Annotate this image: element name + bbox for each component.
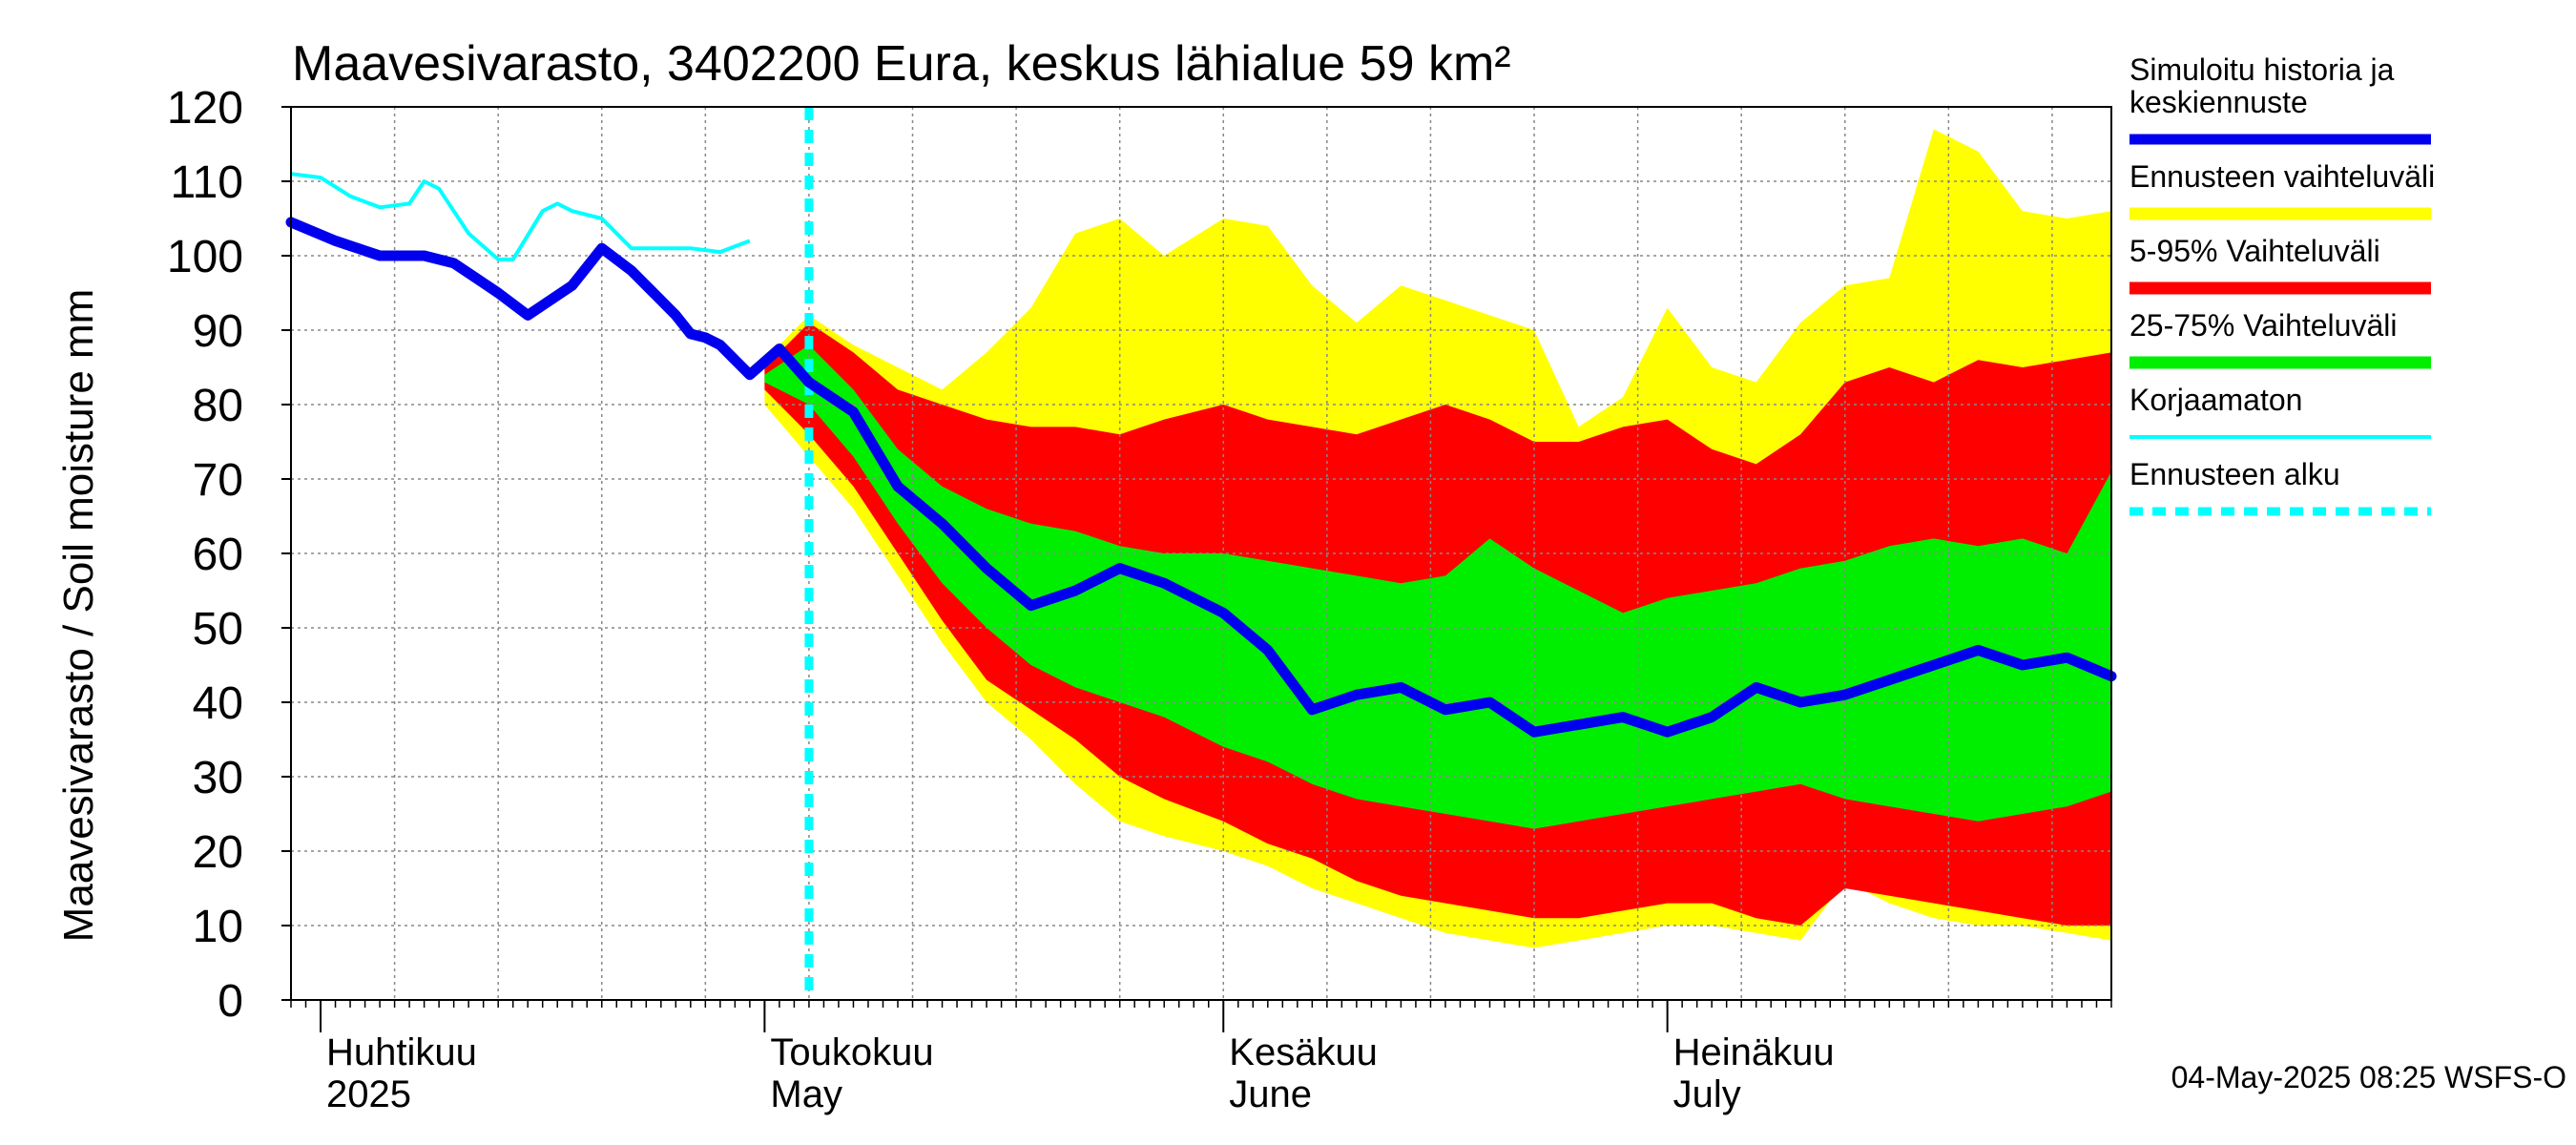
y-tick-label: 120: [167, 83, 243, 134]
y-tick-label: 40: [193, 678, 243, 729]
footer-timestamp: 04-May-2025 08:25 WSFS-O: [2171, 1060, 2566, 1094]
x-month-label-fi: Kesäkuu: [1229, 1031, 1378, 1073]
series-simulated: [285, 217, 2117, 738]
y-tick-label: 90: [193, 306, 243, 357]
legend-label: 5-95% Vaihteluväli: [2129, 234, 2380, 268]
x-month-label-fi: Huhtikuu: [326, 1031, 477, 1073]
x-month-label-fi: Toukokuu: [770, 1031, 933, 1073]
y-tick-label: 10: [193, 902, 243, 952]
y-tick-label: 30: [193, 753, 243, 803]
x-month-label-fi: Heinäkuu: [1673, 1031, 1835, 1073]
x-month-label-en: July: [1673, 1073, 1741, 1115]
legend-label: Ennusteen alku: [2129, 457, 2340, 491]
y-tick-label: 0: [218, 976, 243, 1027]
y-tick-label: 60: [193, 530, 243, 580]
y-tick-label: 70: [193, 455, 243, 506]
y-axis-ticks: 0 10 20 30 40 50 60 70 80 90 100 110 120: [167, 83, 291, 1027]
band-p25_75: [764, 344, 2111, 829]
y-tick-label: 100: [167, 232, 243, 282]
legend-label: Ennusteen vaihteluväli: [2129, 159, 2435, 194]
y-axis-label: Maavesivarasto / Soil moisture mm: [55, 289, 102, 943]
y-tick-label: 80: [193, 381, 243, 431]
y-tick-label: 110: [170, 157, 243, 208]
plot-bands: [764, 129, 2111, 948]
legend-label: keskiennuste: [2129, 85, 2308, 119]
x-month-label-en: 2025: [326, 1073, 411, 1115]
plot-lines: [285, 107, 2117, 1000]
chart-title: Maavesivarasto, 3402200 Eura, keskus läh…: [292, 36, 1511, 92]
legend-label: Korjaamaton: [2129, 383, 2302, 417]
x-month-label-en: May: [770, 1073, 842, 1115]
x-month-label-en: June: [1229, 1073, 1312, 1115]
legend-label: 25-75% Vaihteluväli: [2129, 308, 2397, 343]
y-tick-label: 50: [193, 604, 243, 655]
legend-label: Simuloitu historia ja: [2129, 52, 2395, 87]
y-tick-label: 20: [193, 827, 243, 878]
series-uncorrected: [290, 172, 751, 261]
